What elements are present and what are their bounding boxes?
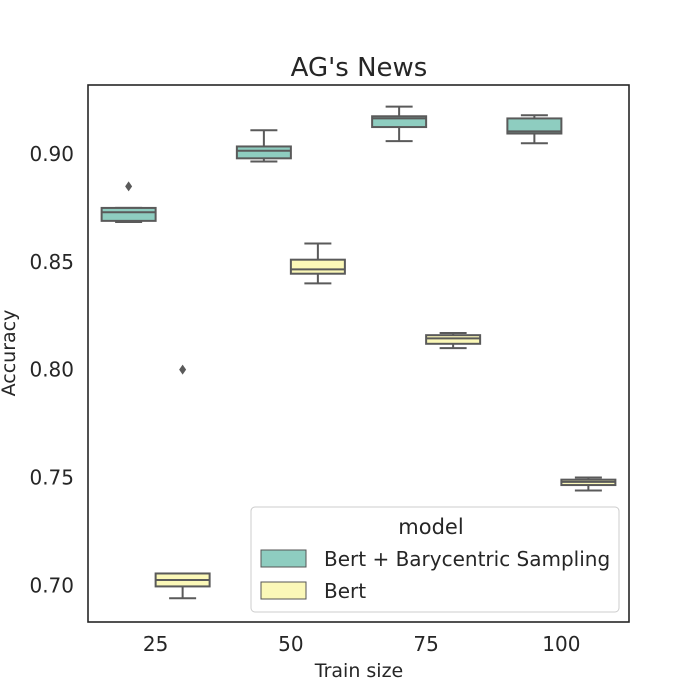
legend: model Bert + Barycentric Sampling Bert [250, 506, 620, 613]
y-tick-label: 0.70 [29, 573, 74, 597]
legend-frame [250, 506, 620, 613]
x-tick-label: 50 [278, 632, 303, 656]
box-bert-barycentric-50 [235, 145, 292, 160]
legend-label-bert-barycentric: Bert + Barycentric Sampling [324, 547, 610, 571]
chart-title: AG's News [291, 53, 428, 83]
plot-frame [87, 84, 630, 623]
outlier-point-bert-barycentric-25 [125, 181, 133, 192]
y-tick-label: 0.90 [29, 142, 74, 166]
x-tick-label: 75 [413, 632, 438, 656]
box-bert-50 [289, 258, 346, 275]
box-series-group [100, 105, 617, 600]
box-bert-barycentric-25 [100, 206, 157, 222]
box-bert-75 [425, 334, 482, 345]
legend-title: model [398, 515, 463, 539]
y-tick-label: 0.75 [29, 466, 74, 490]
x-axis: 25 50 75 100 [143, 632, 581, 656]
legend-swatch-bert [260, 581, 307, 600]
y-tick-label: 0.80 [29, 358, 74, 382]
y-axis: 0.70 0.75 0.80 0.85 0.90 [29, 142, 74, 597]
y-axis-label: Accuracy [0, 310, 20, 397]
x-tick-label: 25 [143, 632, 168, 656]
y-tick-label: 0.85 [29, 250, 74, 274]
outlier-point-bert-25 [179, 364, 187, 375]
box-bert-barycentric-75 [371, 115, 428, 129]
legend-label-bert: Bert [324, 579, 366, 603]
x-axis-label: Train size [314, 660, 403, 682]
legend-swatch-bert-barycentric [260, 549, 307, 568]
x-tick-label: 100 [542, 632, 580, 656]
box-bert-barycentric-100 [506, 117, 563, 135]
